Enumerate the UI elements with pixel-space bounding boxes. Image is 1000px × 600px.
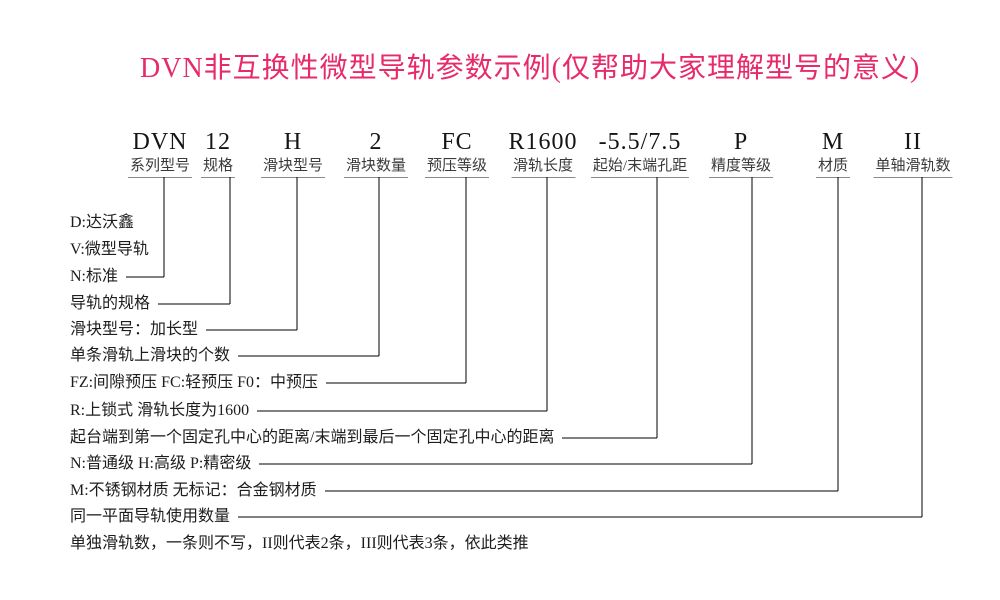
explanation-row: 单条滑轨上滑块的个数 bbox=[70, 346, 230, 366]
code-segment-9: M 材质 bbox=[815, 128, 851, 178]
explanation-row: 导轨的规格 bbox=[70, 294, 150, 314]
explanation-row: 单独滑轨数，一条则不写，II则代表2条，III则代表3条，依此类推 bbox=[70, 534, 529, 554]
explanation-text: V:微型导轨 bbox=[70, 241, 149, 258]
code-segment-8: P 精度等级 bbox=[708, 128, 774, 178]
segment-code: FC bbox=[441, 129, 473, 155]
explanation-text: 起台端到第一个固定孔中心的距离/末端到最后一个固定孔中心的距离 bbox=[70, 429, 555, 446]
segment-code: R1600 bbox=[508, 129, 578, 155]
explanation-text: N:普通级 H:高级 P:精密级 bbox=[70, 455, 252, 472]
explanation-row: M:不锈钢材质 无标记：合金钢材质 bbox=[70, 481, 317, 501]
code-segment-2: 12 规格 bbox=[200, 128, 236, 178]
explanation-row: FZ:间隙预压 FC:轻预压 F0：中预压 bbox=[70, 373, 318, 393]
segment-code: 12 bbox=[204, 129, 231, 155]
explanation-text: 同一平面导轨使用数量 bbox=[70, 508, 231, 525]
segment-label: 规格 bbox=[200, 157, 236, 178]
explanation-row: N:普通级 H:高级 P:精密级 bbox=[70, 454, 251, 474]
segment-code: DVN bbox=[132, 129, 188, 155]
explanation-text: 单条滑轨上滑块的个数 bbox=[70, 347, 231, 364]
segment-code: 2 bbox=[369, 129, 383, 155]
page-title: DVN非互换性微型导轨参数示例(仅帮助大家理解型号的意义) bbox=[140, 53, 921, 84]
code-segment-5: FC 预压等级 bbox=[424, 128, 490, 178]
code-segment-6: R1600 滑轨长度 bbox=[508, 128, 577, 178]
segment-label: 滑轨长度 bbox=[510, 157, 576, 178]
segment-code: H bbox=[283, 129, 303, 155]
explanation-row: 同一平面导轨使用数量 bbox=[70, 507, 230, 527]
explanation-text: M:不锈钢材质 无标记：合金钢材质 bbox=[70, 482, 317, 499]
segment-label: 系列型号 bbox=[127, 157, 193, 178]
code-segment-1: DVN 系列型号 bbox=[127, 128, 193, 178]
code-segment-4: 2 滑块数量 bbox=[343, 128, 409, 178]
explanation-row: N:标准 bbox=[70, 267, 118, 287]
explanation-row: D:达沃鑫 bbox=[70, 213, 134, 233]
segment-label: 预压等级 bbox=[424, 157, 490, 178]
explanation-text: FZ:间隙预压 FC:轻预压 F0：中预压 bbox=[70, 374, 319, 391]
explanation-text: D:达沃鑫 bbox=[70, 214, 135, 231]
segment-code: -5.5/7.5 bbox=[598, 129, 682, 155]
explanation-row: 滑块型号：加长型 bbox=[70, 320, 198, 340]
code-segment-3: H 滑块型号 bbox=[260, 128, 326, 178]
code-segment-10: II 单轴滑轨数 bbox=[873, 128, 953, 178]
segment-code: II bbox=[904, 129, 922, 155]
segment-code: M bbox=[821, 129, 845, 155]
explanation-row: 起台端到第一个固定孔中心的距离/末端到最后一个固定孔中心的距离 bbox=[70, 428, 554, 448]
segment-label: 滑块数量 bbox=[343, 157, 409, 178]
explanation-row: R:上锁式 滑轨长度为1600 bbox=[70, 401, 249, 421]
explanation-text: 滑块型号：加长型 bbox=[70, 321, 199, 338]
segment-label: 单轴滑轨数 bbox=[873, 157, 953, 178]
segment-label: 起始/末端孔距 bbox=[590, 157, 690, 178]
explanation-text: R:上锁式 滑轨长度为1600 bbox=[70, 402, 250, 419]
segment-label: 滑块型号 bbox=[260, 157, 326, 178]
explanation-row: V:微型导轨 bbox=[70, 240, 149, 260]
explanation-text: N:标准 bbox=[70, 268, 119, 285]
segment-code: P bbox=[733, 129, 749, 155]
segment-label: 精度等级 bbox=[708, 157, 774, 178]
code-segment-7: -5.5/7.5 起始/末端孔距 bbox=[590, 128, 690, 178]
explanation-text: 单独滑轨数，一条则不写，II则代表2条，III则代表3条，依此类推 bbox=[70, 535, 529, 552]
segment-label: 材质 bbox=[815, 157, 851, 178]
explanation-text: 导轨的规格 bbox=[70, 295, 151, 312]
